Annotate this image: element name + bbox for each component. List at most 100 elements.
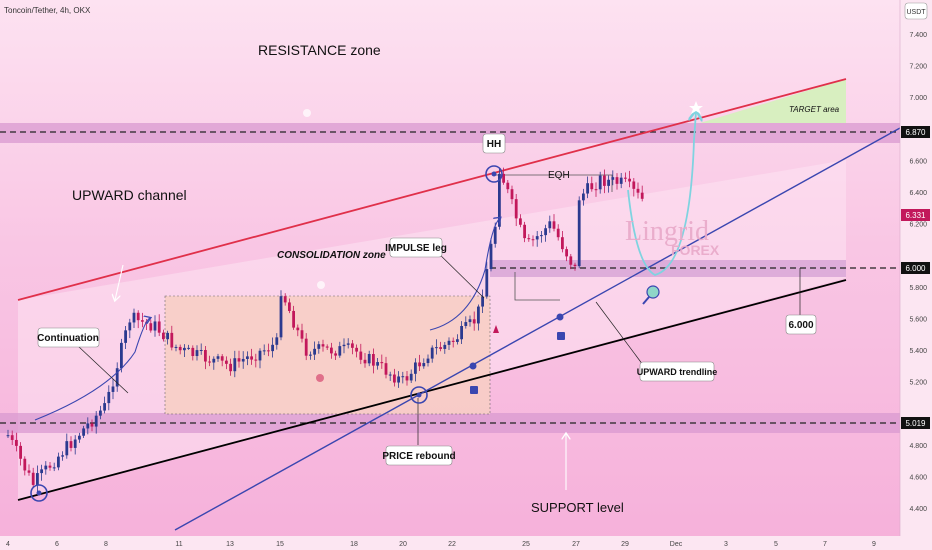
candle-body [363,359,367,364]
candle-body [233,358,237,372]
candle-body [388,374,392,376]
projection-path [627,112,696,276]
info-icon [303,109,311,117]
candle-body [23,458,27,471]
low-dot [36,490,42,496]
y-tick-label: 5.200 [909,380,927,387]
candle-body [598,175,602,190]
candle-body [157,321,161,333]
candle-body [355,347,358,352]
support-price-badge-box [901,417,930,429]
candle-body [565,249,568,257]
pullback-marker [514,272,560,301]
candle-body [82,428,85,436]
candle-body [132,312,136,323]
candle-body [531,239,535,241]
candle-body [162,332,165,340]
candle-body [149,323,153,331]
upward-trendline-label: UPWARD trendline [637,367,718,377]
x-tick-label: 25 [522,541,530,548]
level-price-badge-box [901,262,930,274]
candle-body [607,179,610,186]
candle-body [304,338,308,356]
x-tick-label: 29 [621,541,629,548]
candle-body [115,368,119,387]
candle-body [141,320,144,322]
candle-body [36,473,39,485]
eqh-marker [495,174,613,192]
candle-body [464,322,468,327]
candle-body [359,351,363,360]
consolidation-box [164,295,491,415]
resistance-band [0,123,900,143]
channel-pointer [115,264,124,300]
time-axis[interactable] [0,536,932,550]
candle-body [317,344,321,349]
current-price-badge-box [901,209,930,221]
currency-badge-box[interactable] [904,2,928,20]
candle-body [288,302,291,311]
candle-body [636,188,640,193]
candle-body [397,376,400,383]
candle-body [27,470,31,473]
x-tick-label: 20 [399,541,407,548]
y-tick-label: 7.000 [909,95,927,102]
candle-body [330,347,333,354]
candle-body [590,183,594,190]
candle-body [204,349,207,362]
hh-box [482,133,506,154]
candle-body [6,435,10,437]
upward-trendline-box [639,361,715,382]
candle-body [296,327,300,331]
candle-body [498,173,501,227]
trend-touch-2 [556,313,564,321]
hh-circle [485,165,503,183]
candle-body [334,353,337,356]
candle-body [309,354,312,356]
candle-body [451,340,455,342]
candle-body [472,319,476,324]
y-tick-label: 5.400 [909,348,927,355]
y-tick-label: 4.800 [909,443,927,450]
candle-body [376,362,379,366]
candle-body [346,343,350,345]
impulse-arrow [429,218,500,331]
snail-icon [316,374,324,382]
candle-body [178,346,182,351]
rebound-circle [410,386,428,404]
candle-body [435,347,438,349]
candle-body [120,342,123,369]
candle-body [69,441,73,448]
candle-body [107,391,111,404]
eqh-label: EQH [548,170,570,181]
candle-body [40,469,43,474]
candle-body [393,374,396,383]
candle-body [619,177,623,184]
hh-dot [491,171,497,177]
candle-body [611,177,615,180]
candle-body [481,296,484,307]
x-tick-label: 18 [350,541,358,548]
candle-body [48,465,52,468]
continuation-arrow [34,318,150,421]
candle-body [237,358,241,362]
candle-body [187,347,190,349]
rocket-icon [493,325,499,333]
candle-body [594,189,598,191]
candle-body [300,330,304,339]
x-tick-labels: 4 6 8 11 13 15 18 20 22 25 27 29 Dec 3 5 7 9 [6,541,876,548]
level-label: 6.000 [788,320,813,331]
candle-body [351,343,354,348]
impulse-leg-box [389,237,443,258]
candle-body [535,236,539,240]
watermark-brand: Lingrid [625,216,709,247]
magnifier-icon [646,285,660,299]
candle-body [544,228,547,236]
candle-body [523,224,526,239]
info-icon [317,281,325,289]
consolidation-zone-label: CONSOLIDATION zone [277,250,386,261]
candle-body [561,237,564,250]
candle-body [624,177,627,179]
candle-body [338,346,342,356]
